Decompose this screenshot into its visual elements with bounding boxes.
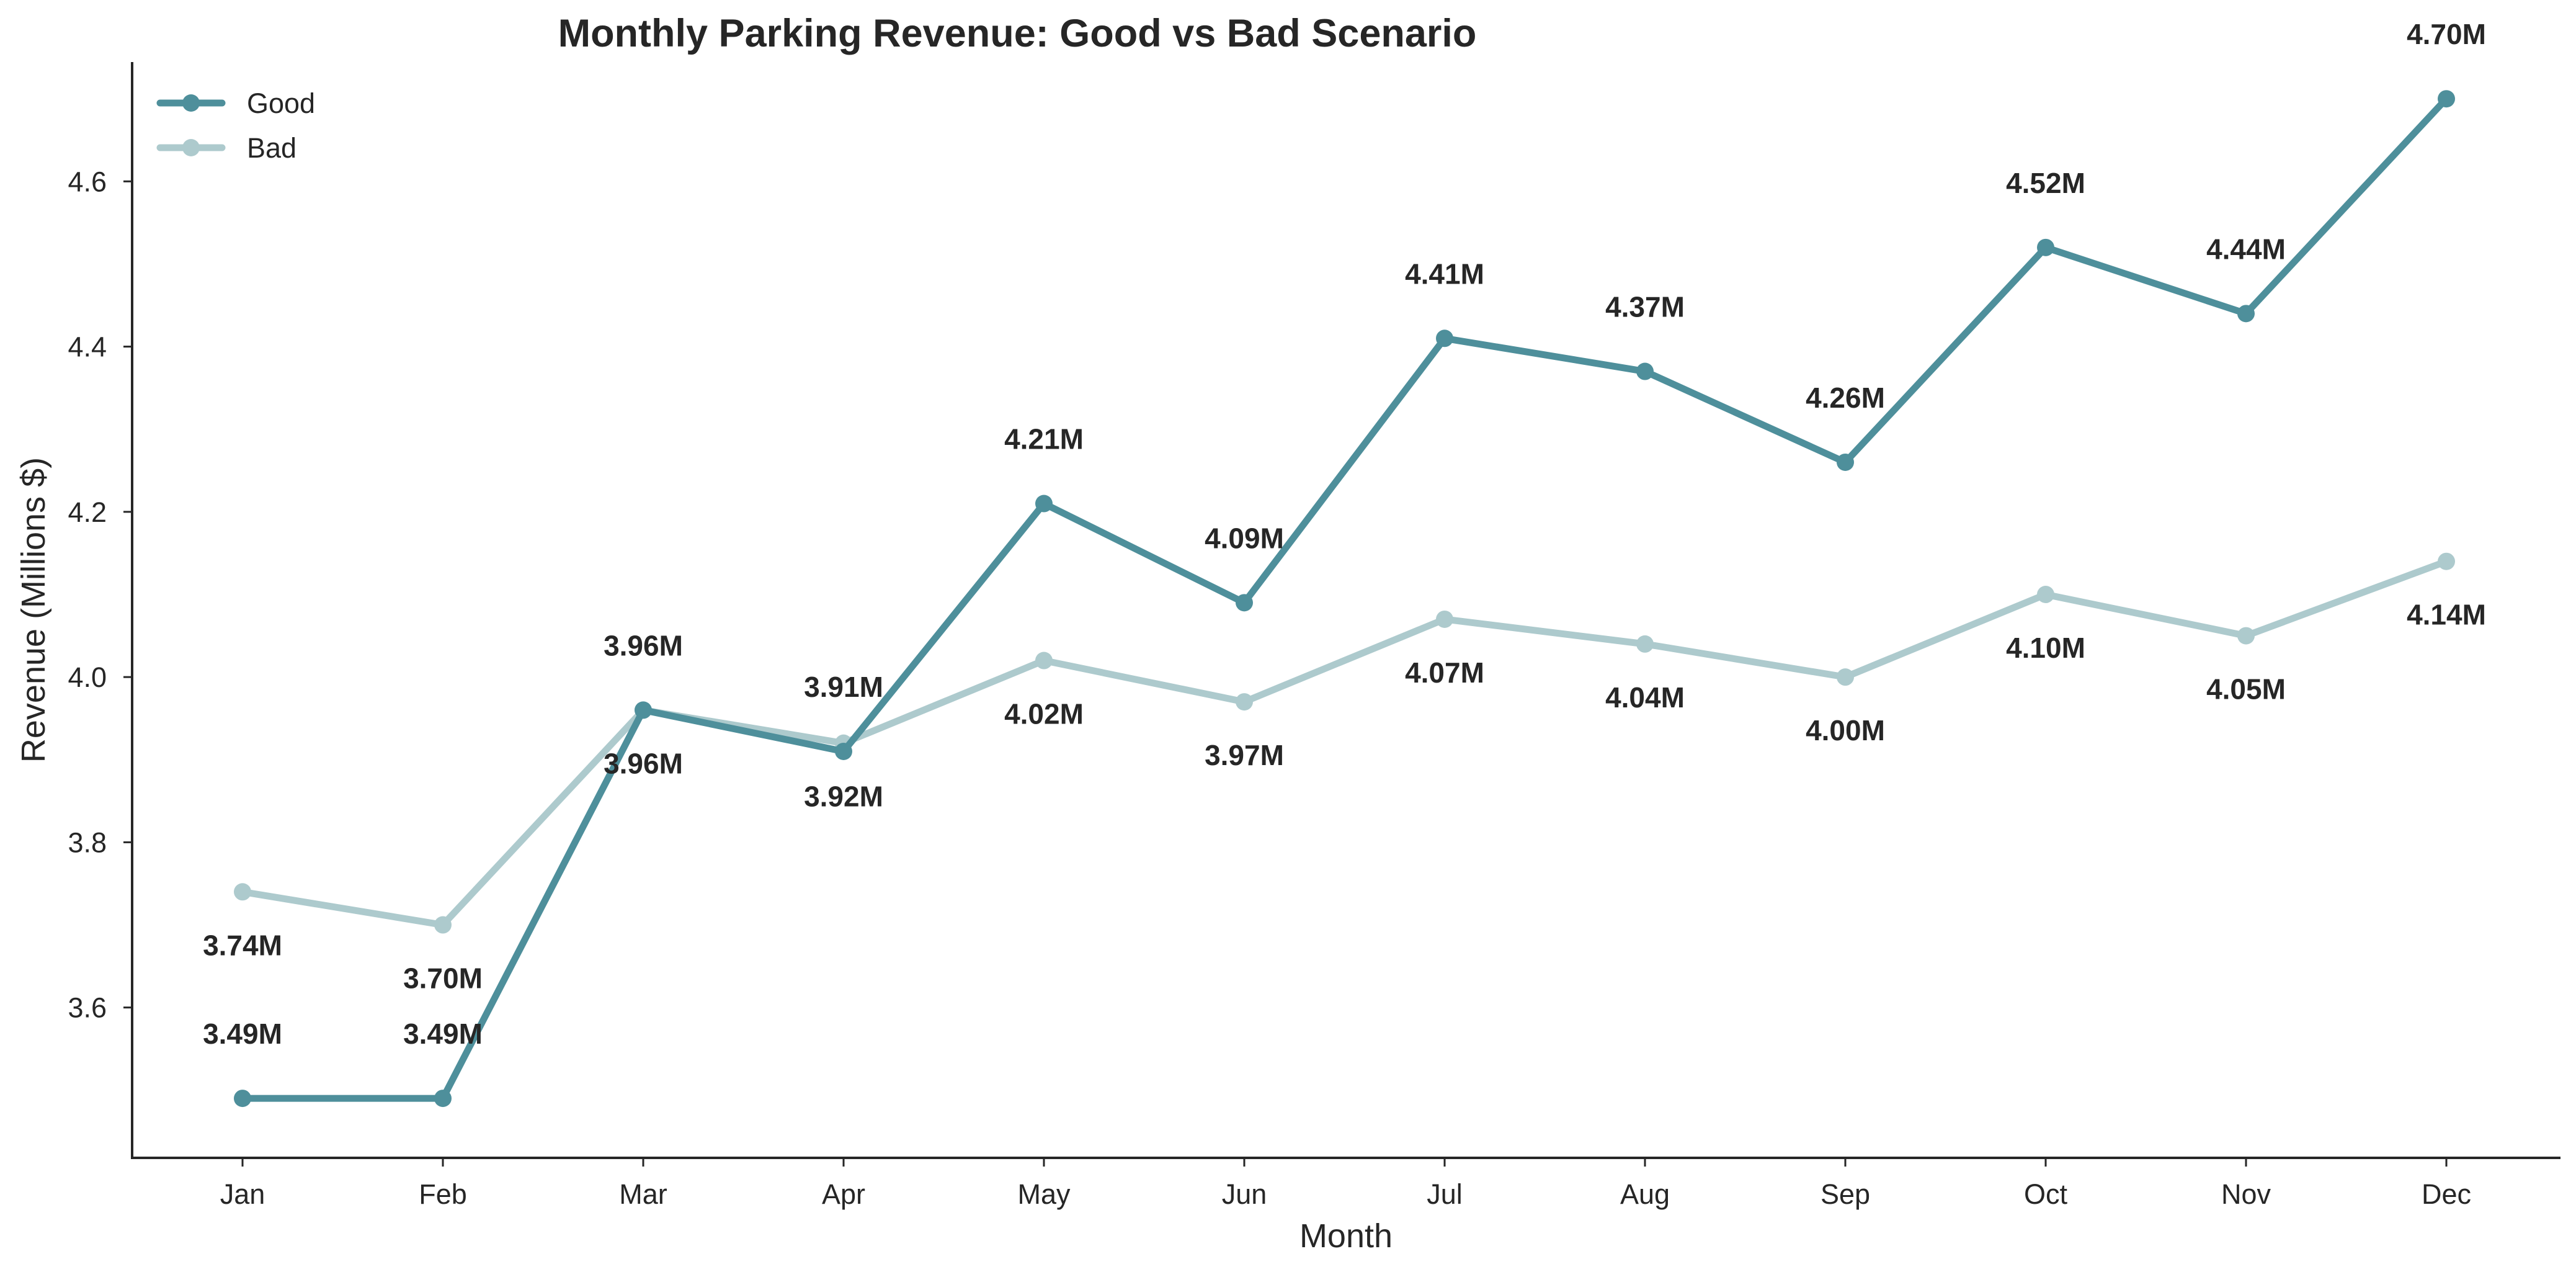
data-label: 3.96M	[604, 629, 683, 661]
data-point	[1035, 652, 1053, 670]
series-good	[234, 90, 2455, 1108]
data-point	[835, 742, 852, 760]
y-tick-label: 4.6	[68, 166, 107, 197]
x-tick-label: Sep	[1821, 1178, 1870, 1210]
x-axis-title: Month	[1299, 1217, 1393, 1255]
legend-marker	[182, 94, 200, 112]
y-tick-label: 3.6	[68, 992, 107, 1024]
data-label: 4.05M	[2206, 673, 2286, 706]
data-label: 4.52M	[2006, 167, 2085, 199]
series-line	[239, 95, 2450, 1102]
data-label: 3.49M	[403, 1018, 483, 1050]
y-tick-label: 3.8	[68, 827, 107, 858]
data-label: 4.21M	[1004, 423, 1084, 455]
x-tick-labels: Jan Feb Mar Apr May Jun Jul Aug Sep Oct Nov Dec	[220, 1158, 2471, 1210]
legend: Good Bad	[156, 87, 315, 164]
data-point	[234, 1090, 251, 1108]
data-point	[2237, 305, 2255, 323]
data-label: 4.00M	[1806, 714, 1885, 746]
x-tick-label: Jun	[1222, 1178, 1267, 1210]
data-point	[1035, 495, 1053, 513]
data-point	[1837, 453, 1854, 471]
series-layer	[234, 90, 2455, 1108]
data-point	[2237, 627, 2255, 645]
data-point	[1436, 329, 1453, 347]
data-label: 4.37M	[1605, 291, 1685, 323]
data-point	[434, 1090, 452, 1108]
legend-marker	[182, 139, 200, 156]
x-tick-label: Feb	[419, 1178, 467, 1210]
data-label: 3.74M	[203, 929, 282, 961]
data-label: 4.04M	[1605, 681, 1685, 714]
data-label: 4.70M	[2407, 18, 2486, 50]
y-tick-labels: 3.6 3.8 4.0 4.2 4.4 4.6	[68, 166, 132, 1024]
data-point	[2037, 586, 2054, 603]
data-label: 4.10M	[2006, 632, 2085, 664]
data-label: 4.02M	[1004, 698, 1084, 730]
data-point	[1236, 693, 1253, 711]
data-label: 3.91M	[804, 671, 883, 703]
x-tick-label: Apr	[822, 1178, 865, 1210]
data-label: 3.49M	[203, 1018, 282, 1050]
x-tick-label: Mar	[619, 1178, 667, 1210]
data-point	[234, 883, 251, 901]
data-point	[1236, 594, 1253, 612]
x-tick-label: Aug	[1620, 1178, 1670, 1210]
y-axis-title: Revenue (Millions $)	[15, 457, 52, 763]
x-tick-label: May	[1017, 1178, 1071, 1210]
data-labels: 3.49M 3.49M 3.96M 3.91M 4.21M 4.09M 4.41M 4.37M…	[203, 18, 2486, 1050]
y-tick-label: 4.0	[68, 661, 107, 693]
chart-title: Monthly Parking Revenue: Good vs Bad Sce…	[558, 12, 1477, 55]
data-label: 3.96M	[604, 747, 683, 779]
data-point	[2438, 552, 2455, 570]
x-tick-label: Dec	[2422, 1178, 2471, 1210]
data-label: 4.07M	[1405, 656, 1484, 689]
data-label: 4.41M	[1405, 258, 1484, 290]
data-point	[635, 701, 652, 719]
legend-item-good: Good	[156, 87, 315, 119]
data-point	[1436, 610, 1453, 628]
legend-label: Bad	[247, 132, 296, 164]
series-line	[239, 558, 2450, 929]
y-tick-label: 4.2	[68, 496, 107, 528]
data-label: 3.92M	[804, 781, 883, 813]
series-bad	[234, 552, 2455, 934]
x-tick-label: Nov	[2221, 1178, 2271, 1210]
data-point	[1837, 668, 1854, 686]
data-label: 3.70M	[403, 962, 483, 995]
legend-label: Good	[247, 87, 315, 119]
data-point	[2037, 238, 2054, 256]
data-label: 4.26M	[1806, 382, 1885, 414]
legend-item-bad: Bad	[156, 132, 296, 164]
axes	[131, 62, 2560, 1159]
data-label: 4.44M	[2206, 233, 2286, 265]
data-point	[1636, 635, 1654, 653]
x-tick-label: Oct	[2024, 1178, 2068, 1210]
data-point	[2438, 90, 2455, 108]
data-point	[1636, 362, 1654, 380]
data-label: 4.09M	[1205, 522, 1284, 554]
x-tick-label: Jul	[1427, 1178, 1463, 1210]
data-label: 3.97M	[1205, 739, 1284, 771]
y-tick-label: 4.4	[68, 331, 107, 363]
x-tick-label: Jan	[220, 1178, 265, 1210]
data-point	[434, 916, 452, 934]
data-label: 4.14M	[2407, 599, 2486, 631]
